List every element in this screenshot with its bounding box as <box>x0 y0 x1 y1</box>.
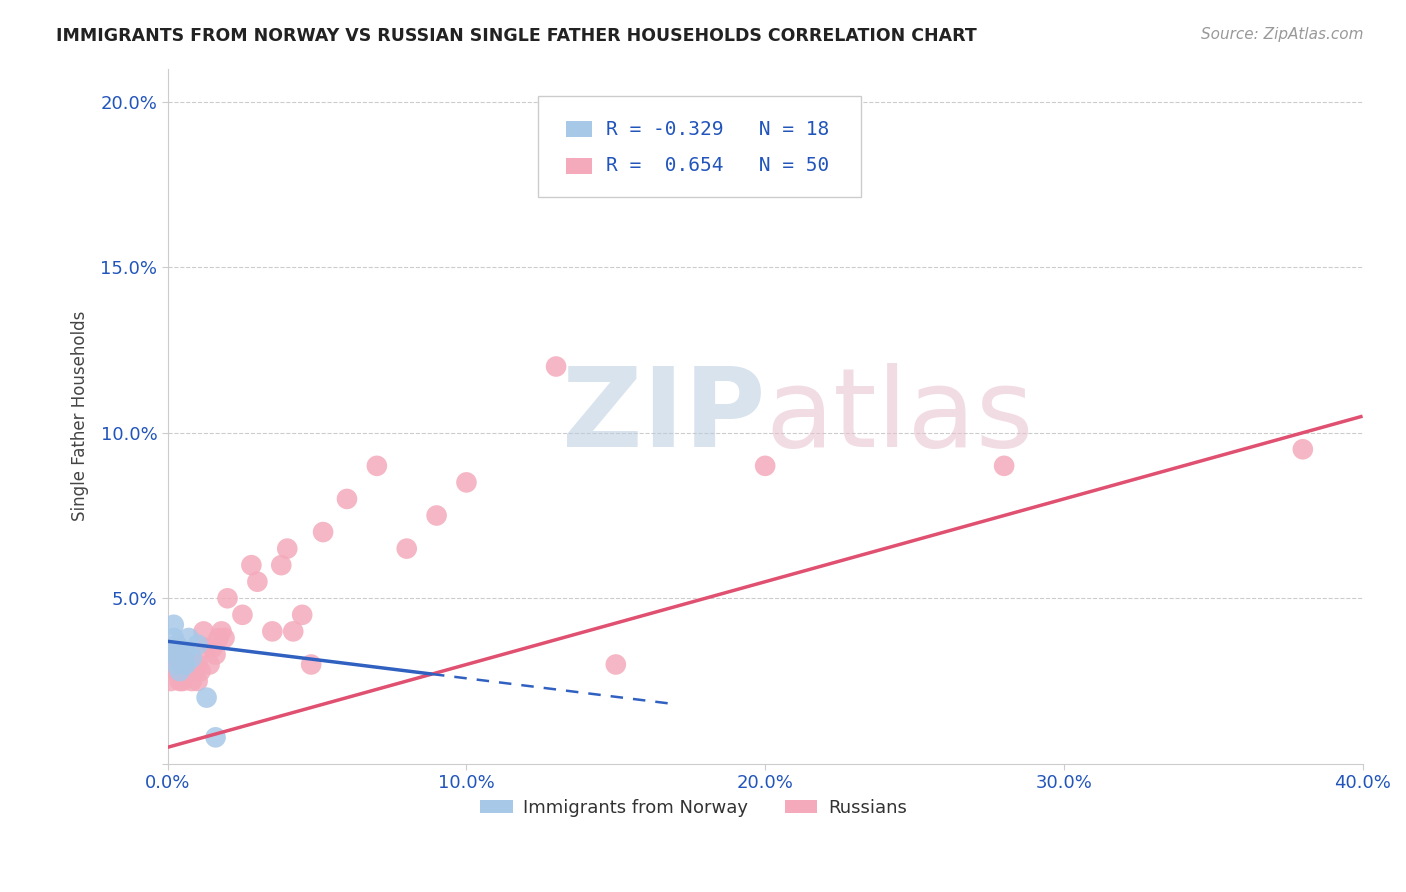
Point <box>177 657 200 672</box>
Point <box>214 631 236 645</box>
Point <box>180 657 202 672</box>
Point <box>190 664 212 678</box>
Point <box>207 631 229 645</box>
Point <box>166 657 188 672</box>
Point <box>174 657 197 672</box>
Bar <box>565 121 592 136</box>
Text: IMMIGRANTS FROM NORWAY VS RUSSIAN SINGLE FATHER HOUSEHOLDS CORRELATION CHART: IMMIGRANTS FROM NORWAY VS RUSSIAN SINGLE… <box>56 27 977 45</box>
Point <box>366 458 388 473</box>
Point <box>1292 442 1315 457</box>
Point <box>172 651 194 665</box>
Point <box>159 648 181 662</box>
Point <box>180 651 202 665</box>
Point <box>262 624 284 639</box>
Point <box>169 651 191 665</box>
Point <box>163 631 186 645</box>
Point <box>283 624 305 639</box>
Point <box>169 657 191 672</box>
Point <box>204 731 226 745</box>
Bar <box>565 158 592 174</box>
Text: R =  0.654   N = 50: R = 0.654 N = 50 <box>606 156 830 176</box>
Y-axis label: Single Father Households: Single Father Households <box>72 311 89 521</box>
Point <box>993 458 1015 473</box>
Point <box>187 638 209 652</box>
Point <box>172 664 194 678</box>
Point <box>169 640 191 655</box>
Point <box>187 674 209 689</box>
Point <box>183 664 205 678</box>
Point <box>166 638 188 652</box>
FancyBboxPatch shape <box>538 96 860 197</box>
Point <box>169 664 191 678</box>
Point <box>312 524 335 539</box>
Point <box>231 607 253 622</box>
Point <box>180 674 202 689</box>
Point <box>159 674 181 689</box>
Point <box>246 574 269 589</box>
Point <box>211 624 233 639</box>
Point <box>201 640 224 655</box>
Point <box>546 359 568 374</box>
Point <box>174 664 197 678</box>
Point <box>172 674 194 689</box>
Point <box>605 657 627 672</box>
Point <box>299 657 322 672</box>
Point <box>395 541 418 556</box>
Text: ZIP: ZIP <box>562 363 765 470</box>
Point <box>172 648 194 662</box>
Point <box>204 648 226 662</box>
Point <box>174 644 197 658</box>
Point <box>169 674 191 689</box>
Point <box>163 657 186 672</box>
Point <box>217 591 239 606</box>
Point <box>159 644 181 658</box>
Point <box>177 631 200 645</box>
Point <box>166 664 188 678</box>
Point <box>163 651 186 665</box>
Point <box>291 607 314 622</box>
Point <box>426 508 449 523</box>
Legend: Immigrants from Norway, Russians: Immigrants from Norway, Russians <box>472 792 914 824</box>
Point <box>166 648 188 662</box>
Point <box>193 624 215 639</box>
Point <box>174 657 197 672</box>
Text: Source: ZipAtlas.com: Source: ZipAtlas.com <box>1201 27 1364 42</box>
Point <box>270 558 292 573</box>
Point <box>172 657 194 672</box>
Point <box>276 541 298 556</box>
Point <box>336 491 359 506</box>
Point <box>166 657 188 672</box>
Point <box>754 458 776 473</box>
Point <box>166 648 188 662</box>
Point <box>195 640 218 655</box>
Text: R = -0.329   N = 18: R = -0.329 N = 18 <box>606 120 830 138</box>
Text: atlas: atlas <box>765 363 1033 470</box>
Point <box>198 657 221 672</box>
Point <box>456 475 478 490</box>
Point <box>240 558 263 573</box>
Point <box>187 657 209 672</box>
Point <box>163 617 186 632</box>
Point <box>195 690 218 705</box>
